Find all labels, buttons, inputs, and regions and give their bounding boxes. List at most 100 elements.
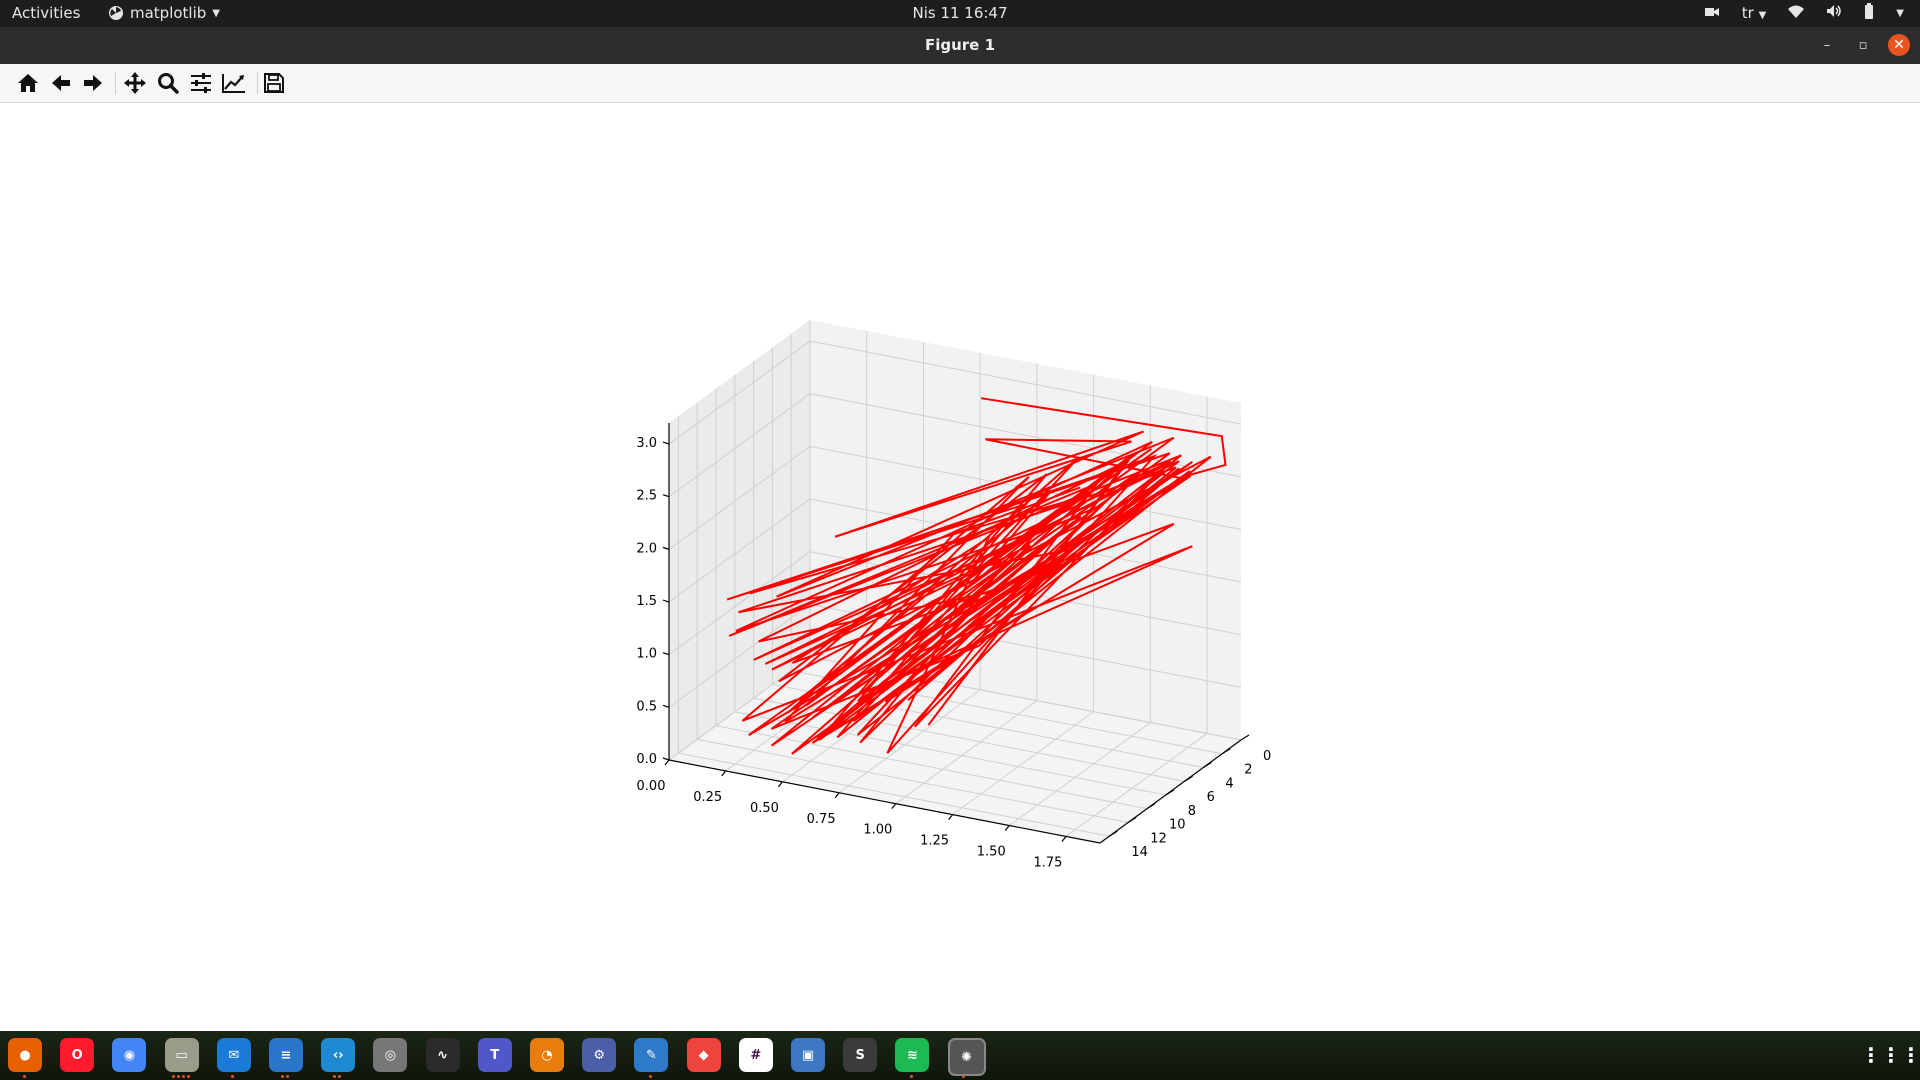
show-apps-icon[interactable]: ⋮⋮⋮	[1861, 1043, 1920, 1067]
maximize-button[interactable]: ▫	[1858, 37, 1868, 53]
activities-button[interactable]: Activities	[12, 4, 81, 22]
system-monitor-icon[interactable]: ∿	[425, 1038, 460, 1072]
window-title: Figure 1	[924, 36, 996, 54]
running-indicator	[171, 1075, 190, 1078]
x-tick-label: 1.25	[920, 834, 949, 849]
matplotlib-small-icon	[109, 6, 123, 20]
x-tick-mark	[891, 803, 897, 810]
grid-line-z	[668, 393, 1242, 498]
z-tick-mark	[662, 652, 670, 656]
z-tick-label: 0.0	[636, 752, 657, 767]
home-icon[interactable]	[14, 70, 42, 96]
teams-icon[interactable]: T	[477, 1038, 512, 1072]
chevron-down-icon: ▼	[212, 7, 220, 19]
sublime-text-icon[interactable]: S	[843, 1038, 878, 1072]
running-indicator	[231, 1075, 235, 1078]
dock: ● O ◉ ▭ ✉ ≡ ‹› ◎ ∿ T ◔ ⚙ ✎ ◆ # ▣ S ≋ ✺ ⋮⋮⋮	[0, 1031, 1920, 1080]
grid-lines	[668, 320, 1242, 837]
clock[interactable]: Nis 11 16:47	[912, 4, 1008, 22]
matplotlib-icon[interactable]: ✺	[947, 1038, 986, 1076]
x-tick-mark	[834, 792, 840, 799]
blender-icon[interactable]: ◔	[530, 1038, 564, 1072]
running-indicator	[22, 1075, 26, 1078]
spotify-icon[interactable]: ≋	[895, 1038, 930, 1072]
files-icon[interactable]: ▭	[164, 1038, 199, 1072]
running-indicator	[909, 1075, 913, 1078]
y-tick-label: 0	[1263, 749, 1271, 764]
anydesk-icon[interactable]: ◆	[686, 1038, 721, 1072]
x-tick-label: 0.50	[750, 801, 779, 816]
x-tick-label: 1.50	[977, 845, 1006, 860]
app-menu-label: matplotlib	[130, 4, 207, 22]
x-tick-mark	[664, 759, 670, 766]
minimize-button[interactable]: –	[1823, 37, 1831, 53]
x-axis-line	[668, 759, 1101, 844]
system-tray[interactable]: tr ▼ ▼	[1704, 3, 1904, 23]
grid-line-z	[668, 340, 1242, 445]
x-tick-mark	[777, 781, 783, 788]
save-icon[interactable]	[260, 70, 288, 96]
wifi-icon	[1788, 4, 1805, 22]
y-tick-label: 10	[1169, 818, 1186, 833]
x-tick-label: 1.00	[863, 823, 892, 838]
z-tick-mark	[662, 546, 670, 550]
floor-pane	[669, 657, 1241, 843]
thunderbird-icon[interactable]: ✉	[216, 1038, 251, 1072]
y-tick-label: 2	[1244, 763, 1252, 778]
virtualbox-icon[interactable]: ▣	[791, 1038, 825, 1072]
y-tick-mark	[1221, 748, 1231, 755]
x-tick-mark	[948, 814, 954, 820]
z-tick-mark	[662, 441, 670, 445]
z-tick-label: 1.0	[636, 647, 657, 662]
z-tick-mark	[662, 704, 670, 708]
x-tick-mark	[1004, 825, 1010, 831]
plot-3d[interactable]: 0.000.250.500.751.001.251.501.7502468101…	[0, 103, 1920, 1031]
edit-axis-icon[interactable]	[220, 70, 248, 96]
z-tick-label: 3.0	[636, 436, 657, 451]
toolbar-separator	[257, 72, 258, 94]
x-tick-mark	[1061, 836, 1067, 842]
text-editor-icon[interactable]: ✎	[634, 1038, 669, 1072]
pan-icon[interactable]	[121, 70, 149, 96]
screenshot-icon[interactable]: ◎	[373, 1038, 408, 1072]
y-tick-mark	[1184, 775, 1193, 782]
vscode-icon[interactable]: ‹›	[321, 1038, 356, 1072]
tick-labels: 0.000.250.500.751.001.251.501.7502468101…	[636, 436, 1271, 870]
y-tick-label: 8	[1188, 804, 1196, 819]
close-button[interactable]: ✕	[1888, 34, 1910, 56]
x-tick-mark	[721, 770, 727, 777]
x-tick-label: 1.75	[1033, 855, 1062, 870]
z-tick-label: 2.5	[636, 489, 657, 504]
z-tick-mark	[662, 599, 670, 603]
zoom-icon[interactable]	[154, 70, 182, 96]
libreoffice-writer-icon[interactable]: ≡	[269, 1038, 303, 1072]
z-tick-label: 2.0	[636, 541, 657, 556]
configure-subplots-icon[interactable]	[187, 70, 215, 96]
opera-icon[interactable]: O	[60, 1038, 95, 1072]
system-menu-chevron-icon: ▼	[1896, 7, 1904, 19]
x-tick-label: 0.25	[693, 790, 722, 805]
grid-line-z	[668, 498, 1242, 603]
slack-icon[interactable]: #	[738, 1038, 773, 1072]
y-tick-mark	[1109, 830, 1118, 837]
running-indicator	[962, 1075, 966, 1078]
chrome-icon[interactable]: ◉	[112, 1038, 147, 1072]
volume-icon	[1826, 4, 1842, 22]
y-tick-mark	[1146, 803, 1156, 810]
battery-icon	[1864, 3, 1874, 23]
app-menu[interactable]: matplotlib ▼	[108, 4, 220, 22]
z-tick-mark	[662, 494, 670, 498]
window-titlebar[interactable]: Figure 1 – ▫ ✕	[0, 27, 1920, 64]
back-icon[interactable]	[47, 70, 75, 96]
network-tool-icon[interactable]: ⚙	[582, 1038, 617, 1072]
top-bar: Activities matplotlib ▼ Nis 11 16:47 tr …	[0, 0, 1920, 27]
y-tick-label: 6	[1207, 790, 1215, 805]
series-line	[726, 397, 1227, 755]
y-tick-label: 12	[1150, 831, 1167, 846]
data-series	[726, 397, 1227, 755]
forward-icon[interactable]	[79, 70, 107, 96]
keyboard-layout[interactable]: tr ▼	[1741, 4, 1767, 22]
figure-canvas[interactable]: 0.00 0.25 0.50 0.75 1.00 1.25 1.50 1.75 0 2 4 6 8 10 1…	[0, 103, 1920, 1031]
firefox-icon[interactable]: ●	[8, 1038, 42, 1072]
running-indicator	[333, 1075, 342, 1078]
